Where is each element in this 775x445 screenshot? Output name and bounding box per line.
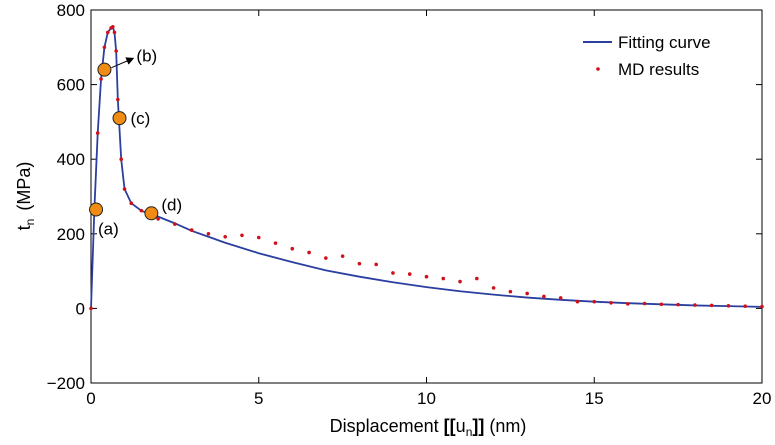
x-tick-label: 0 <box>86 389 95 408</box>
x-axis-bracket-open: [[ <box>444 416 456 436</box>
md-point <box>642 301 647 306</box>
legend-md-swatch <box>596 67 600 71</box>
annotation-label: (a) <box>98 220 119 239</box>
md-point <box>99 77 103 81</box>
md-point <box>626 302 630 306</box>
md-point <box>374 262 378 267</box>
md-point <box>111 24 115 29</box>
md-point <box>525 291 529 296</box>
x-tick-label: 5 <box>254 389 263 408</box>
md-point <box>139 208 144 213</box>
md-point <box>475 276 479 281</box>
md-point <box>307 250 311 255</box>
md-point <box>340 254 345 258</box>
md-point <box>240 233 244 238</box>
md-point <box>102 45 107 50</box>
md-point <box>659 302 664 307</box>
annotation-marker <box>144 206 159 221</box>
md-point <box>726 303 731 308</box>
md-point <box>407 272 412 276</box>
annotation-marker <box>112 111 127 126</box>
md-point <box>609 301 613 305</box>
y-tick-label: 800 <box>57 1 85 20</box>
x-axis-label-u: u <box>456 416 466 436</box>
md-point <box>189 228 194 232</box>
y-axis-label-subscript: n <box>23 219 37 226</box>
md-point <box>105 30 110 35</box>
md-point <box>173 222 177 226</box>
y-tick-label: 200 <box>57 225 85 244</box>
md-point <box>693 303 697 307</box>
md-point <box>575 299 580 304</box>
md-point <box>542 294 546 299</box>
md-point <box>709 303 714 308</box>
legend: Fitting curve MD results <box>583 33 711 79</box>
plot-area <box>89 24 764 311</box>
x-axis-label: Displacement [[un]] (nm) <box>330 416 527 439</box>
y-axis-label-unit: (MPa) <box>14 162 34 211</box>
md-point <box>122 187 127 191</box>
md-point <box>676 302 680 307</box>
annotation-label: (c) <box>131 109 151 128</box>
annotations: (a) (b) (c) (d) <box>89 47 182 239</box>
md-point <box>114 49 118 53</box>
md-point <box>357 261 362 266</box>
y-tick-label: 0 <box>76 299 85 318</box>
md-point <box>89 306 93 311</box>
x-axis-bracket-close: ]] <box>472 416 484 436</box>
md-point <box>116 97 120 102</box>
y-tick-label: 400 <box>57 150 85 169</box>
md-point <box>256 235 261 240</box>
md-point <box>206 232 211 236</box>
md-point <box>743 304 748 308</box>
md-point <box>273 241 278 245</box>
legend-fit-label: Fitting curve <box>618 33 711 52</box>
md-point <box>508 289 513 294</box>
x-axis-label-prefix: Displacement <box>330 416 444 436</box>
x-tick-label: 10 <box>417 389 436 408</box>
x-tick-label: 15 <box>585 389 604 408</box>
y-axis-label: tn (MPa) <box>14 162 37 231</box>
annotation-arrow <box>111 57 135 69</box>
y-tick-label: 600 <box>57 76 85 95</box>
md-point <box>491 286 496 290</box>
x-tick-label: 20 <box>753 389 772 408</box>
md-point <box>324 256 328 260</box>
annotation-marker <box>97 62 112 77</box>
annotation-label: (d) <box>161 195 182 214</box>
md-point <box>95 131 100 135</box>
md-point <box>129 201 134 206</box>
md-point <box>112 30 117 35</box>
md-point <box>592 299 597 304</box>
annotation-label: (b) <box>136 47 157 66</box>
md-point <box>558 296 563 300</box>
y-tick-label: −200 <box>47 374 85 393</box>
y-axis-label-t: t <box>14 225 34 230</box>
plot-frame <box>90 9 763 384</box>
md-point <box>458 279 462 284</box>
md-point <box>760 304 764 309</box>
x-axis-label-suffix: (nm) <box>484 416 526 436</box>
md-point <box>391 271 395 275</box>
annotation-marker <box>89 202 104 217</box>
md-point <box>441 276 446 281</box>
legend-md-label: MD results <box>618 60 699 79</box>
md-point <box>290 246 295 251</box>
md-point <box>223 234 227 239</box>
md-point <box>119 157 123 161</box>
md-point <box>156 217 160 221</box>
x-axis-label-subscript: n <box>466 425 473 439</box>
md-point <box>424 274 429 279</box>
